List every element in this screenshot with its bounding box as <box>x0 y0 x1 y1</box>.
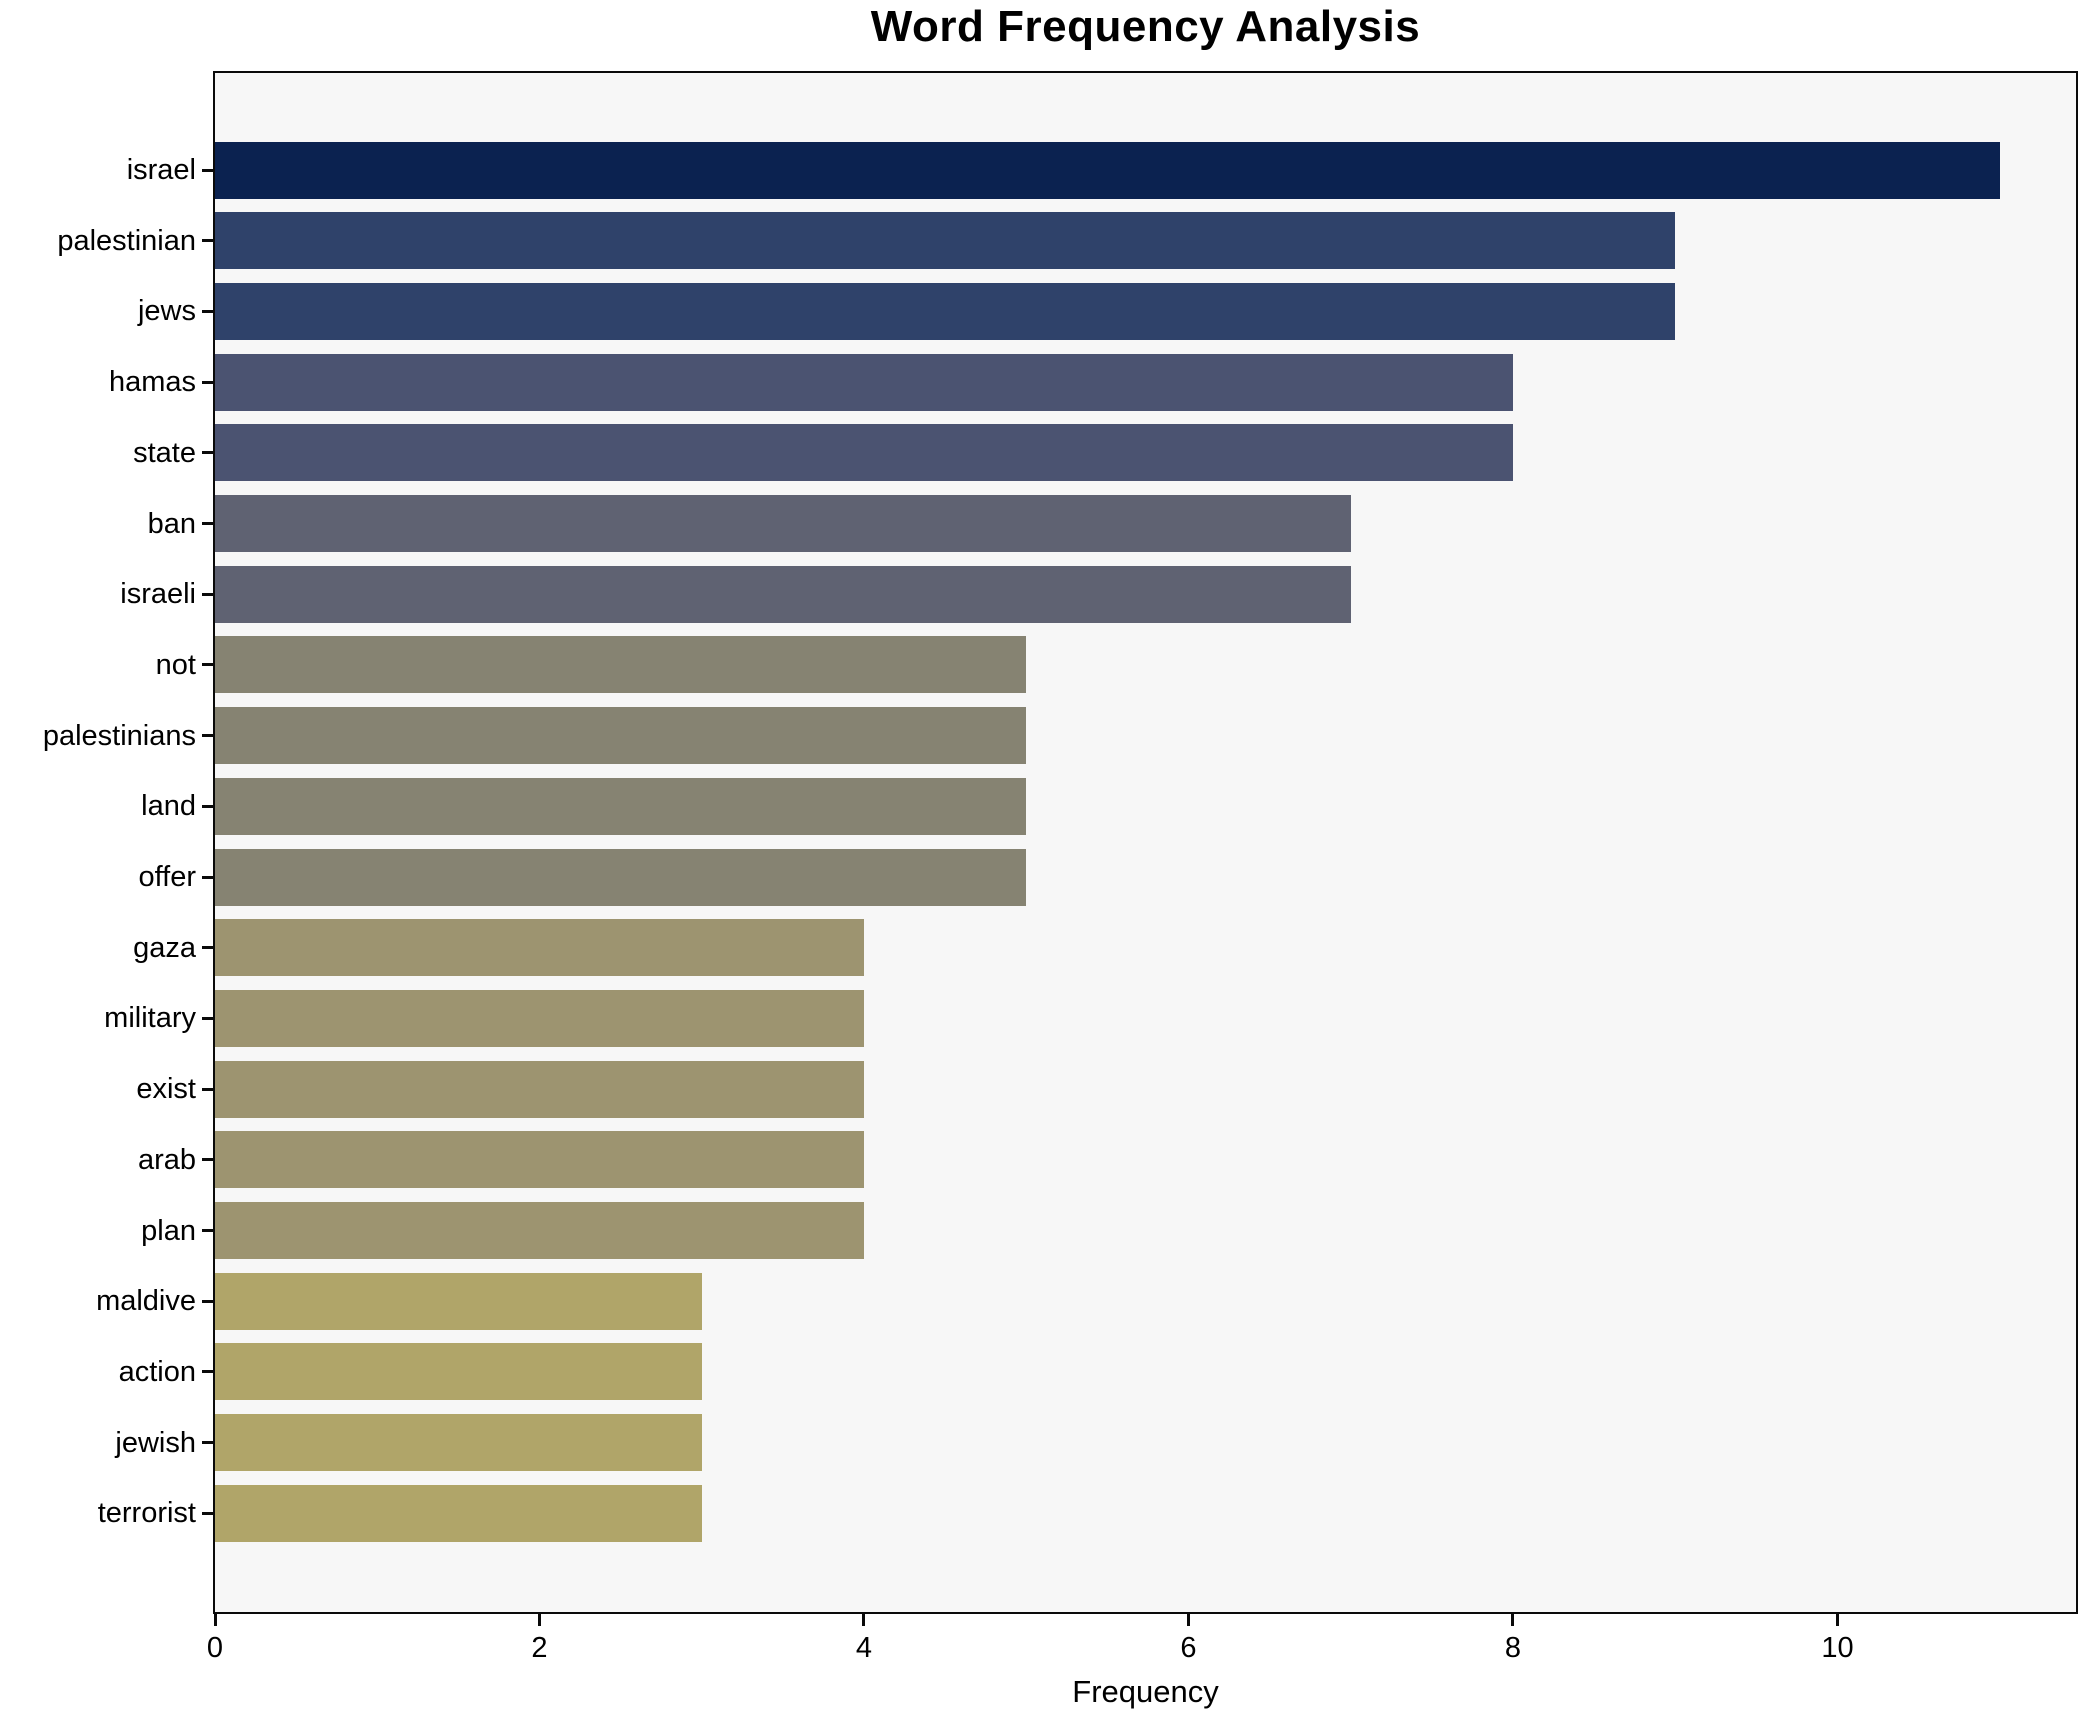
y-tick-mark <box>202 875 213 879</box>
y-tick-mark <box>202 451 213 455</box>
bar-jewish <box>215 1414 702 1472</box>
x-tick-label-4: 4 <box>855 1632 873 1664</box>
y-tick-label-jews: jews <box>137 295 196 328</box>
bar-gaza <box>215 919 864 977</box>
y-tick-mark <box>202 734 213 738</box>
x-tick-label-8: 8 <box>1504 1632 1522 1664</box>
chart-title: Word Frequency Analysis <box>870 2 1421 51</box>
bar-palestinians <box>215 707 1027 765</box>
y-tick-label-israeli: israeli <box>120 578 196 611</box>
y-tick-label-land: land <box>141 790 196 823</box>
y-tick-label-military: military <box>104 1002 196 1035</box>
y-tick-mark <box>202 1441 213 1445</box>
y-tick-mark <box>202 1087 213 1091</box>
x-tick-mark <box>862 1614 866 1626</box>
y-tick-mark <box>202 239 213 243</box>
y-tick-label-action: action <box>118 1355 196 1388</box>
y-tick-mark <box>202 1016 213 1020</box>
y-tick-label-maldive: maldive <box>96 1285 196 1318</box>
bar-arab <box>215 1131 864 1189</box>
y-tick-label-arab: arab <box>137 1143 196 1176</box>
bar-terrorist <box>215 1484 702 1542</box>
y-tick-mark <box>202 804 213 808</box>
bar-state <box>215 424 1513 482</box>
bar-military <box>215 989 864 1047</box>
y-tick-label-plan: plan <box>141 1214 196 1247</box>
y-tick-mark <box>202 663 213 667</box>
plot-area <box>213 71 2078 1614</box>
y-tick-label-terrorist: terrorist <box>97 1497 196 1530</box>
x-tick-label-10: 10 <box>1821 1632 1854 1664</box>
bar-israel <box>215 141 2000 199</box>
bar-jews <box>215 282 1676 340</box>
y-tick-mark <box>202 309 213 313</box>
bar-israeli <box>215 565 1351 623</box>
y-tick-mark <box>202 1229 213 1232</box>
y-tick-label-ban: ban <box>147 507 196 540</box>
y-tick-mark <box>202 380 213 384</box>
y-tick-mark <box>202 522 213 525</box>
x-tick-label-0: 0 <box>206 1632 224 1664</box>
y-tick-mark <box>202 168 213 172</box>
y-tick-mark <box>202 1158 213 1162</box>
x-axis-title: Frequency <box>1072 1674 1219 1709</box>
bar-palestinian <box>215 212 1676 270</box>
y-tick-label-palestinians: palestinians <box>42 719 196 752</box>
y-tick-label-jewish: jewish <box>115 1426 196 1459</box>
x-tick-mark <box>1186 1614 1190 1626</box>
y-tick-mark <box>202 1299 213 1303</box>
bar-action <box>215 1343 702 1401</box>
x-tick-mark <box>213 1614 217 1626</box>
y-tick-mark <box>202 1370 213 1374</box>
bars-layer <box>215 73 2076 1612</box>
bar-maldive <box>215 1272 702 1330</box>
bar-ban <box>215 495 1351 552</box>
x-tick-label-2: 2 <box>531 1632 548 1664</box>
bar-not <box>215 636 1027 694</box>
x-tick-mark <box>1511 1614 1515 1626</box>
y-tick-label-state: state <box>133 436 196 469</box>
bar-plan <box>215 1202 864 1259</box>
bar-land <box>215 777 1027 835</box>
x-tick-label-6: 6 <box>1180 1632 1197 1664</box>
bar-offer <box>215 848 1027 906</box>
x-tick-mark <box>1835 1614 1839 1626</box>
y-tick-label-offer: offer <box>138 861 196 893</box>
y-tick-label-palestinian: palestinian <box>57 224 196 257</box>
y-tick-label-not: not <box>155 648 196 681</box>
bar-exist <box>215 1060 864 1118</box>
y-tick-label-gaza: gaza <box>133 931 196 964</box>
y-tick-label-israel: israel <box>126 154 196 186</box>
y-tick-mark <box>202 592 213 596</box>
x-tick-mark <box>537 1614 541 1626</box>
bar-hamas <box>215 353 1513 411</box>
y-tick-label-hamas: hamas <box>108 366 196 399</box>
y-tick-label-exist: exist <box>136 1073 196 1106</box>
y-tick-mark <box>202 946 213 950</box>
y-tick-mark <box>202 1511 213 1515</box>
